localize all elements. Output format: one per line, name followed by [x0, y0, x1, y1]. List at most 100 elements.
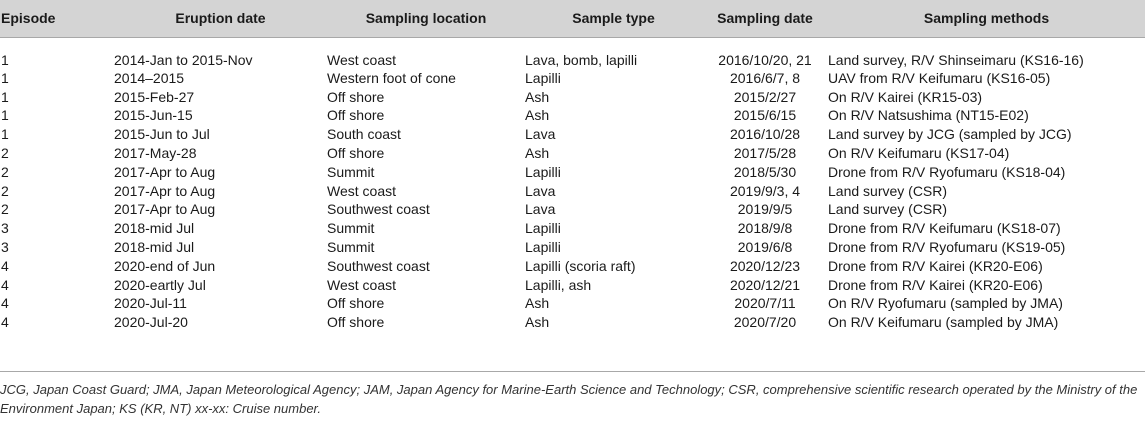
sample-type-cell: Lava	[525, 182, 556, 199]
eruption-date-cell: 2017-May-28	[114, 145, 197, 162]
table-row: 2 2017-Apr to Aug West coast Lava 2019/9/3, …	[0, 182, 1145, 201]
sample-type-cell: Ash	[525, 314, 550, 331]
eruption-date-cell: 2017-Apr to Aug	[114, 182, 216, 199]
episode-cell: 2	[1, 201, 9, 218]
eruption-date-cell: 2018-mid Jul	[114, 220, 195, 237]
sample-type-cell: Lava	[525, 126, 556, 143]
sampling-methods-cell: Drone from R/V Ryofumaru (KS19-05)	[828, 239, 1066, 256]
sample-type-cell: Lapilli, ash	[525, 276, 592, 293]
sampling-location-cell: Western foot of cone	[327, 69, 456, 86]
episode-cell: 4	[1, 257, 9, 274]
sample-type-cell: Ash	[525, 88, 550, 105]
sampling-date-cell: 2020/7/20	[733, 314, 797, 331]
header-row: Episode Eruption date Sampling location …	[0, 0, 1145, 38]
sampling-location-cell: West coast	[327, 52, 396, 68]
table-header: Episode Eruption date Sampling location …	[0, 0, 1145, 38]
header-sampling-date: Sampling date	[702, 0, 828, 38]
sampling-location-cell: Off shore	[327, 88, 385, 105]
sample-type-cell: Lapilli	[525, 69, 561, 86]
table-body: 1 2014-Jan to 2015-Nov West coast Lava, bom…	[0, 38, 1145, 333]
sample-type-cell: Lapilli	[525, 239, 561, 256]
episode-cell: 1	[1, 126, 9, 143]
table-row: 2 2017-Apr to Aug Summit Lapilli 2018/5/30 Dr…	[0, 163, 1145, 182]
sampling-date-cell: 2017/5/28	[733, 145, 797, 162]
episode-cell: 1	[1, 107, 9, 124]
header-sample-type: Sample type	[525, 0, 702, 38]
sampling-methods-cell: Land survey (CSR)	[828, 201, 948, 218]
header-sampling-methods: Sampling methods	[828, 0, 1145, 38]
episode-cell: 3	[1, 239, 9, 256]
sampling-methods-cell: On R/V Keifumaru (sampled by JMA)	[828, 314, 1059, 331]
episode-cell: 1	[1, 69, 9, 86]
sampling-methods-cell: On R/V Keifumaru (KS17-04)	[828, 145, 1010, 162]
sample-type-cell: Lava, bomb, lapilli	[525, 52, 638, 68]
sampling-methods-cell: Land survey (CSR)	[828, 182, 948, 199]
table-row: 2 2017-Apr to Aug Southwest coast Lava 2019/…	[0, 201, 1145, 220]
sampling-location-cell: Summit	[327, 163, 375, 180]
sampling-location-cell: Off shore	[327, 295, 385, 312]
table-row: 1 2015-Feb-27 Off shore Ash 2015/2/27 On R/V …	[0, 88, 1145, 107]
table-row: 1 2014–2015 Western foot of cone Lapilli 201…	[0, 69, 1145, 88]
sampling-methods-cell: Land survey, R/V Shinseimaru (KS16-16)	[828, 52, 1084, 68]
sampling-date-cell: 2016/6/7, 8	[729, 69, 801, 86]
table-row: 1 2015-Jun-15 Off shore Ash 2015/6/15 On R/V …	[0, 107, 1145, 126]
table-row: 4 2020-Jul-11 Off shore Ash 2020/7/11 On R/V …	[0, 295, 1145, 314]
sampling-date-cell: 2015/6/15	[733, 107, 797, 124]
episode-cell: 2	[1, 145, 9, 162]
sample-type-cell: Lapilli (scoria raft)	[525, 257, 636, 274]
sampling-methods-cell: Drone from R/V Kairei (KR20-E06)	[828, 257, 1043, 274]
sample-type-cell: Lava	[525, 201, 556, 218]
sampling-location-cell: Off shore	[327, 314, 385, 331]
sampling-location-cell: Southwest coast	[327, 201, 430, 218]
sampling-date-cell: 2018/5/30	[733, 163, 797, 180]
sampling-location-cell: Off shore	[327, 107, 385, 124]
sampling-methods-cell: On R/V Ryofumaru (sampled by JMA)	[828, 295, 1063, 312]
sampling-methods-cell: Drone from R/V Ryofumaru (KS18-04)	[828, 163, 1066, 180]
sample-type-cell: Ash	[525, 107, 550, 124]
eruption-date-cell: 2020-end of Jun	[114, 257, 216, 274]
sampling-location-cell: Off shore	[327, 145, 385, 162]
sampling-methods-cell: Drone from R/V Keifumaru (KS18-07)	[828, 220, 1061, 237]
eruption-date-cell: 2015-Feb-27	[114, 88, 195, 105]
table-row: 1 2014-Jan to 2015-Nov West coast Lava, bom…	[0, 38, 1145, 70]
sample-type-cell: Ash	[525, 145, 550, 162]
table-row: 1 2015-Jun to Jul South coast Lava 2016/10/2…	[0, 125, 1145, 144]
table-bottom-rule	[0, 371, 1145, 372]
episode-cell: 3	[1, 220, 9, 237]
episode-cell: 1	[1, 88, 9, 105]
sampling-location-cell: West coast	[327, 182, 396, 199]
sampling-date-cell: 2019/9/5	[737, 201, 793, 218]
episode-cell: 4	[1, 314, 9, 331]
episode-cell: 4	[1, 276, 9, 293]
sampling-location-cell: Summit	[327, 220, 375, 237]
table-row: 4 2020-Jul-20 Off shore Ash 2020/7/20 On R/V …	[0, 313, 1145, 332]
episode-cell: 2	[1, 163, 9, 180]
sampling-location-cell: Southwest coast	[327, 257, 430, 274]
episode-cell: 2	[1, 182, 9, 199]
sample-type-cell: Ash	[525, 295, 550, 312]
sampling-date-cell: 2020/12/21	[729, 276, 801, 293]
eruption-date-cell: 2020-eartly Jul	[114, 276, 206, 293]
table-row: 3 2018-mid Jul Summit Lapilli 2019/6/8 Drone …	[0, 238, 1145, 257]
sampling-date-cell: 2018/9/8	[737, 220, 793, 237]
sampling-date-cell: 2015/2/27	[733, 88, 797, 105]
sampling-table: Episode Eruption date Sampling location …	[0, 0, 1145, 333]
episode-cell: 1	[1, 52, 9, 68]
episode-cell: 4	[1, 295, 9, 312]
eruption-date-cell: 2018-mid Jul	[114, 239, 195, 256]
sampling-methods-cell: On R/V Natsushima (NT15-E02)	[828, 107, 1029, 124]
eruption-date-cell: 2014–2015	[114, 69, 185, 86]
sampling-methods-cell: Land survey by JCG (sampled by JCG)	[828, 126, 1072, 143]
eruption-date-cell: 2020-Jul-11	[114, 295, 187, 312]
eruption-date-cell: 2015-Jun-15	[114, 107, 193, 124]
sampling-date-cell: 2020/12/23	[729, 257, 801, 274]
sampling-location-cell: West coast	[327, 276, 396, 293]
header-sampling-location: Sampling location	[327, 0, 525, 38]
sampling-methods-cell: UAV from R/V Keifumaru (KS16-05)	[828, 69, 1051, 86]
sampling-location-cell: Summit	[327, 239, 375, 256]
eruption-date-cell: 2014-Jan to 2015-Nov	[114, 52, 253, 68]
header-eruption-date: Eruption date	[114, 0, 327, 38]
sample-type-cell: Lapilli	[525, 220, 561, 237]
header-episode: Episode	[0, 0, 114, 38]
